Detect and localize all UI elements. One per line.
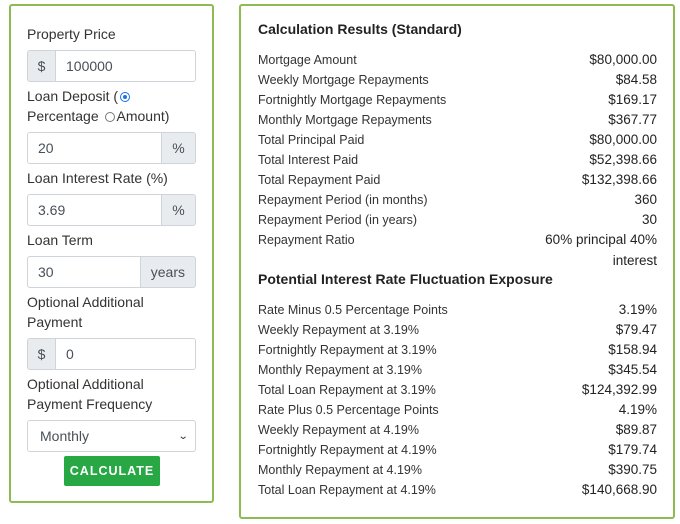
additional-payment-input[interactable]: 0 (55, 338, 196, 370)
result-value: $140,668.90 (581, 482, 657, 497)
loan-deposit-label-text: Loan Deposit (27, 88, 110, 104)
result-label: Monthly Repayment at 3.19% (258, 363, 422, 377)
result-value: $345.54 (608, 362, 657, 377)
frequency-label-line2: Payment Frequency (27, 396, 153, 412)
interest-rate-label: Loan Interest Rate (%) (27, 170, 168, 186)
result-label: Fortnightly Mortgage Repayments (258, 93, 447, 107)
result-row: Rate Plus 0.5 Percentage Points 4.19% (258, 400, 657, 420)
result-label: Fortnightly Repayment at 4.19% (258, 443, 437, 457)
chevron-down-icon: ⌄ (177, 430, 189, 442)
result-label: Repayment Period (in years) (258, 213, 418, 227)
frequency-group: Monthly ⌄ (27, 420, 196, 452)
result-value: 4.19% (618, 402, 657, 417)
additional-payment-prefix: $ (27, 338, 55, 370)
result-label: Total Principal Paid (258, 133, 365, 147)
interest-rate-suffix: % (162, 194, 196, 226)
calculate-button[interactable]: CALCULATE (64, 456, 160, 486)
result-row: Fortnightly Repayment at 3.19% $158.94 (258, 340, 657, 360)
deposit-group: 20 % (27, 132, 196, 164)
property-price-group: $ 100000 (27, 50, 196, 82)
deposit-suffix: % (162, 132, 196, 164)
result-value: 3.19% (618, 302, 657, 317)
result-row: Fortnightly Repayment at 4.19% $179.74 (258, 440, 657, 460)
result-label: Total Loan Repayment at 4.19% (258, 483, 436, 497)
result-label: Rate Plus 0.5 Percentage Points (258, 403, 439, 417)
result-row: Repayment Period (in months) 360 (258, 190, 657, 210)
calculator-form: Property Price $ 100000 Loan Deposit ( P… (9, 4, 214, 503)
result-row: Monthly Mortgage Repayments $367.77 (258, 110, 657, 130)
deposit-options: Percentage Amount) (27, 106, 169, 126)
frequency-label-line1: Optional Additional (27, 376, 144, 392)
result-row: Repayment Period (in years) 30 (258, 210, 657, 230)
result-row: Rate Minus 0.5 Percentage Points 3.19% (258, 300, 657, 320)
property-price-input[interactable]: 100000 (55, 50, 196, 82)
result-value: $84.58 (615, 72, 657, 87)
loan-term-input[interactable]: 30 (27, 256, 141, 288)
result-row: Weekly Mortgage Repayments $84.58 (258, 70, 657, 90)
result-row: Weekly Repayment at 3.19% $79.47 (258, 320, 657, 340)
result-label: Repayment Period (in months) (258, 193, 428, 207)
result-row: Total Loan Repayment at 3.19% $124,392.99 (258, 380, 657, 400)
loan-term-group: 30 years (27, 256, 196, 288)
result-row: Total Repayment Paid $132,398.66 (258, 170, 657, 190)
result-label: Weekly Repayment at 3.19% (258, 323, 419, 337)
result-row: Total Loan Repayment at 4.19% $140,668.90 (258, 480, 657, 500)
result-row: Monthly Repayment at 3.19% $345.54 (258, 360, 657, 380)
deposit-amount-radio[interactable] (104, 112, 115, 122)
deposit-percentage-radio[interactable] (120, 92, 131, 102)
result-value: $367.77 (608, 112, 657, 127)
result-row: Repayment Ratio 60% principal 40% interes… (258, 230, 657, 271)
result-label: Rate Minus 0.5 Percentage Points (258, 303, 448, 317)
result-value: 30 (641, 212, 657, 227)
interest-rate-input[interactable]: 3.69 (27, 194, 162, 226)
result-value: $132,398.66 (581, 172, 657, 187)
result-value: $179.74 (608, 442, 657, 457)
loan-term-suffix: years (140, 256, 196, 288)
result-row: Total Interest Paid $52,398.66 (258, 150, 657, 170)
property-price-label: Property Price (27, 26, 116, 42)
result-value: 60% principal 40% interest (545, 232, 657, 268)
result-label: Total Repayment Paid (258, 173, 381, 187)
fluctuation-title: Potential Interest Rate Fluctuation Expo… (258, 271, 553, 287)
result-label: Weekly Repayment at 4.19% (258, 423, 419, 437)
result-label: Mortgage Amount (258, 53, 357, 67)
additional-payment-group: $ 0 (27, 338, 196, 370)
result-row: Fortnightly Mortgage Repayments $169.17 (258, 90, 657, 110)
result-value: $158.94 (608, 342, 657, 357)
result-value: $124,392.99 (581, 382, 657, 397)
results-title: Calculation Results (Standard) (258, 21, 462, 37)
result-value: $390.75 (608, 462, 657, 477)
result-label: Total Interest Paid (258, 153, 359, 167)
result-label: Repayment Ratio (258, 233, 355, 247)
results-panel: Calculation Results (Standard) Mortgage … (239, 4, 675, 519)
result-value: 360 (634, 192, 657, 207)
result-value: $80,000.00 (589, 52, 657, 67)
additional-payment-label-line2: Payment (27, 314, 83, 330)
result-row: Total Principal Paid $80,000.00 (258, 130, 657, 150)
frequency-select[interactable]: Monthly ⌄ (27, 420, 196, 452)
result-value: $169.17 (608, 92, 657, 107)
result-value: $52,398.66 (589, 152, 657, 167)
additional-payment-label-line1: Optional Additional (27, 294, 144, 310)
result-label: Weekly Mortgage Repayments (258, 73, 429, 87)
result-label: Fortnightly Repayment at 3.19% (258, 343, 437, 357)
result-value: $79.47 (615, 322, 657, 337)
result-value: $89.87 (615, 422, 657, 437)
result-label: Monthly Repayment at 4.19% (258, 463, 422, 477)
result-row: Monthly Repayment at 4.19% $390.75 (258, 460, 657, 480)
paren-open: ( (113, 88, 119, 104)
result-label: Total Loan Repayment at 3.19% (258, 383, 436, 397)
result-label: Monthly Mortgage Repayments (258, 113, 432, 127)
result-value: $80,000.00 (589, 132, 657, 147)
loan-term-label: Loan Term (27, 232, 93, 248)
deposit-percentage-label[interactable]: Percentage (27, 108, 99, 124)
frequency-selected-value: Monthly (40, 428, 90, 444)
deposit-input[interactable]: 20 (27, 132, 162, 164)
deposit-amount-label[interactable]: Amount) (116, 108, 170, 124)
interest-rate-group: 3.69 % (27, 194, 196, 226)
result-row: Mortgage Amount $80,000.00 (258, 50, 657, 70)
result-row: Weekly Repayment at 4.19% $89.87 (258, 420, 657, 440)
property-price-prefix: $ (27, 50, 55, 82)
loan-deposit-label: Loan Deposit ( (27, 86, 132, 106)
